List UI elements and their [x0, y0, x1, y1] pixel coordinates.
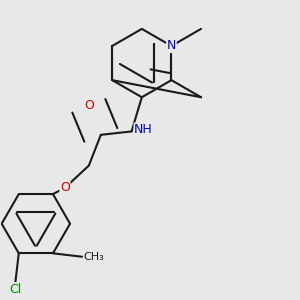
Text: NH: NH [134, 123, 153, 136]
Text: Cl: Cl [9, 283, 22, 296]
Text: N: N [167, 40, 176, 52]
Text: O: O [84, 99, 94, 112]
Text: CH₃: CH₃ [84, 252, 104, 262]
Text: O: O [60, 181, 70, 194]
